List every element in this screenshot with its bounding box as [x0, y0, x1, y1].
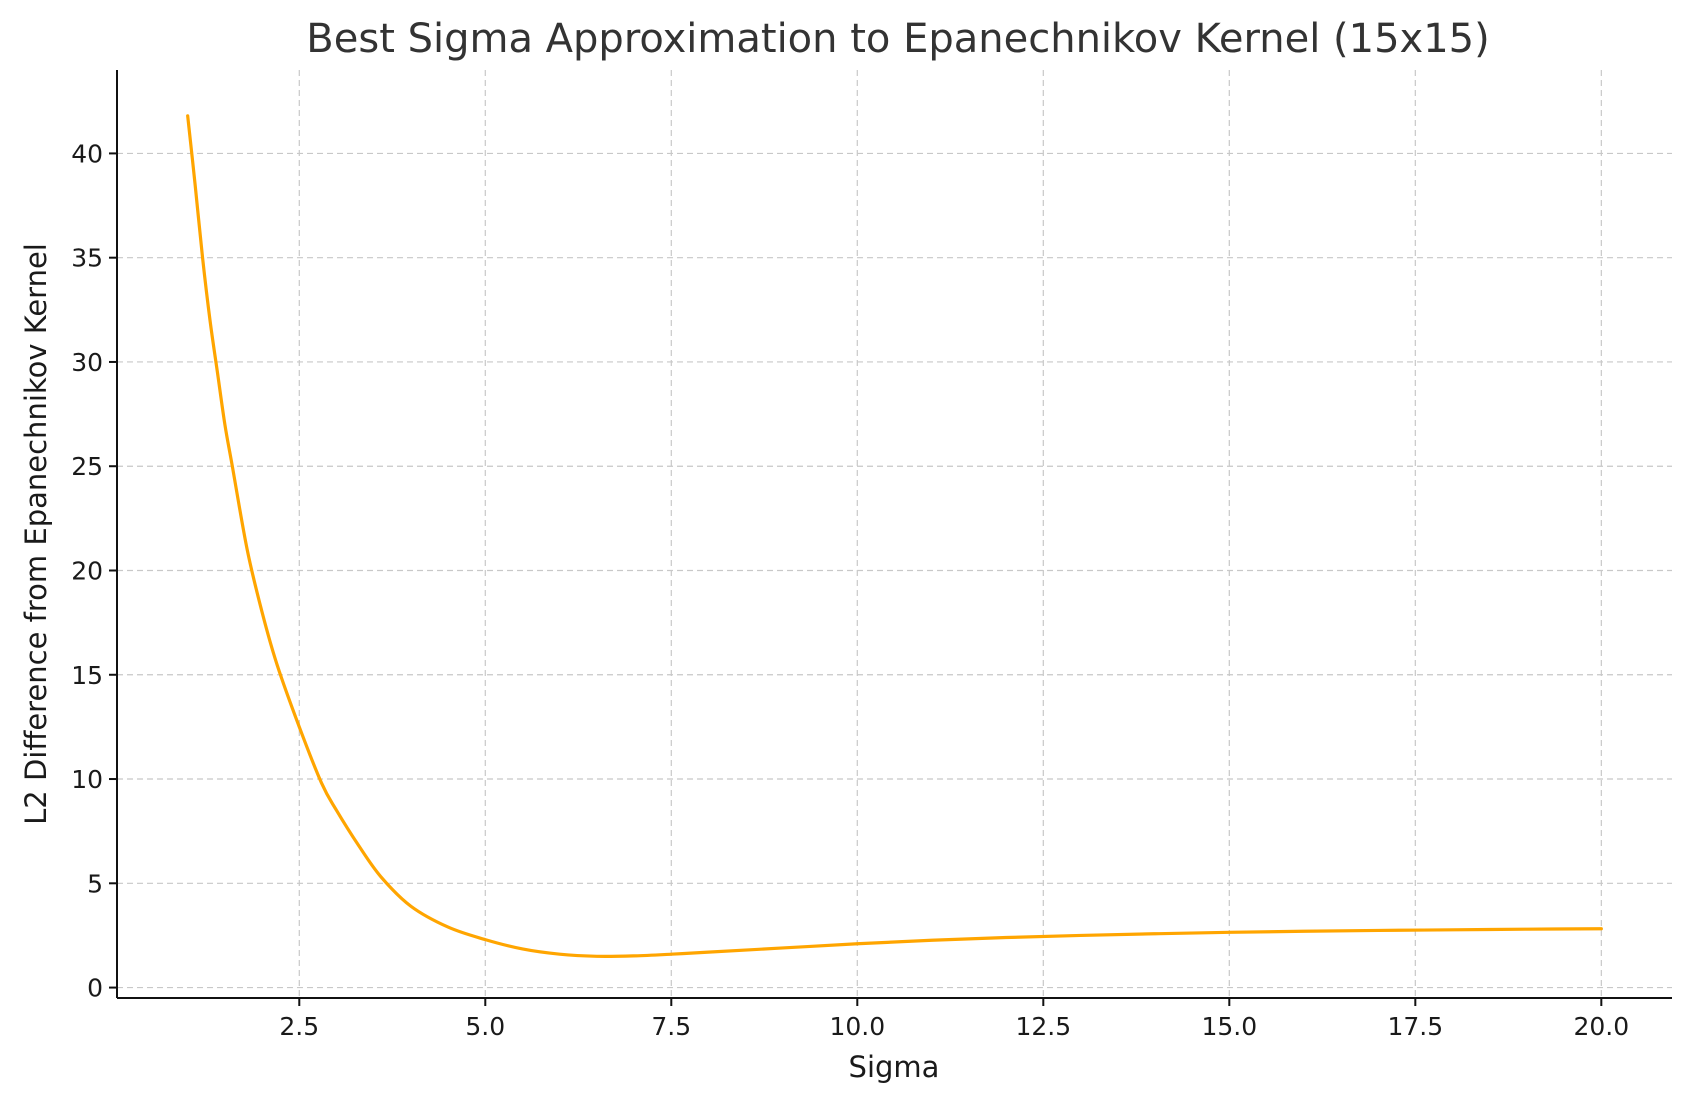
x-tick-label: 17.5	[1387, 1012, 1443, 1041]
series-line	[186, 114, 1603, 958]
axes	[116, 70, 1672, 999]
y-tick-label: 10	[71, 765, 103, 794]
x-tick-label: 2.5	[279, 1012, 319, 1041]
y-tick-label: 20	[71, 556, 103, 585]
y-tick-label: 5	[87, 869, 103, 898]
chart-title: Best Sigma Approximation to Epanechnikov…	[306, 16, 1489, 62]
x-tick-label: 7.5	[651, 1012, 691, 1041]
x-tick-label: 5.0	[465, 1012, 505, 1041]
x-axis-ticks: 2.5 5.0 7.5 10.0 12.5 15.0 17.5 20.0	[279, 998, 1629, 1041]
y-tick-label: 25	[71, 452, 103, 481]
series-layer	[186, 114, 1603, 958]
x-tick-label: 15.0	[1201, 1012, 1257, 1041]
y-tick-label: 15	[71, 661, 103, 690]
x-tick-label: 12.5	[1015, 1012, 1071, 1041]
x-tick-label: 20.0	[1573, 1012, 1629, 1041]
x-tick-label: 10.0	[829, 1012, 885, 1041]
y-tick-label: 40	[71, 139, 103, 168]
grid	[117, 70, 1672, 998]
y-tick-label: 35	[71, 244, 103, 273]
y-tick-label: 30	[71, 348, 103, 377]
y-tick-label: 0	[87, 974, 103, 1003]
y-axis-ticks: 0 5 10 15 20 25 30 35 40	[71, 139, 117, 1003]
y-axis-label: L2 Difference from Epanechnikov Kernel	[19, 243, 53, 825]
x-axis-label: Sigma	[849, 1050, 940, 1084]
